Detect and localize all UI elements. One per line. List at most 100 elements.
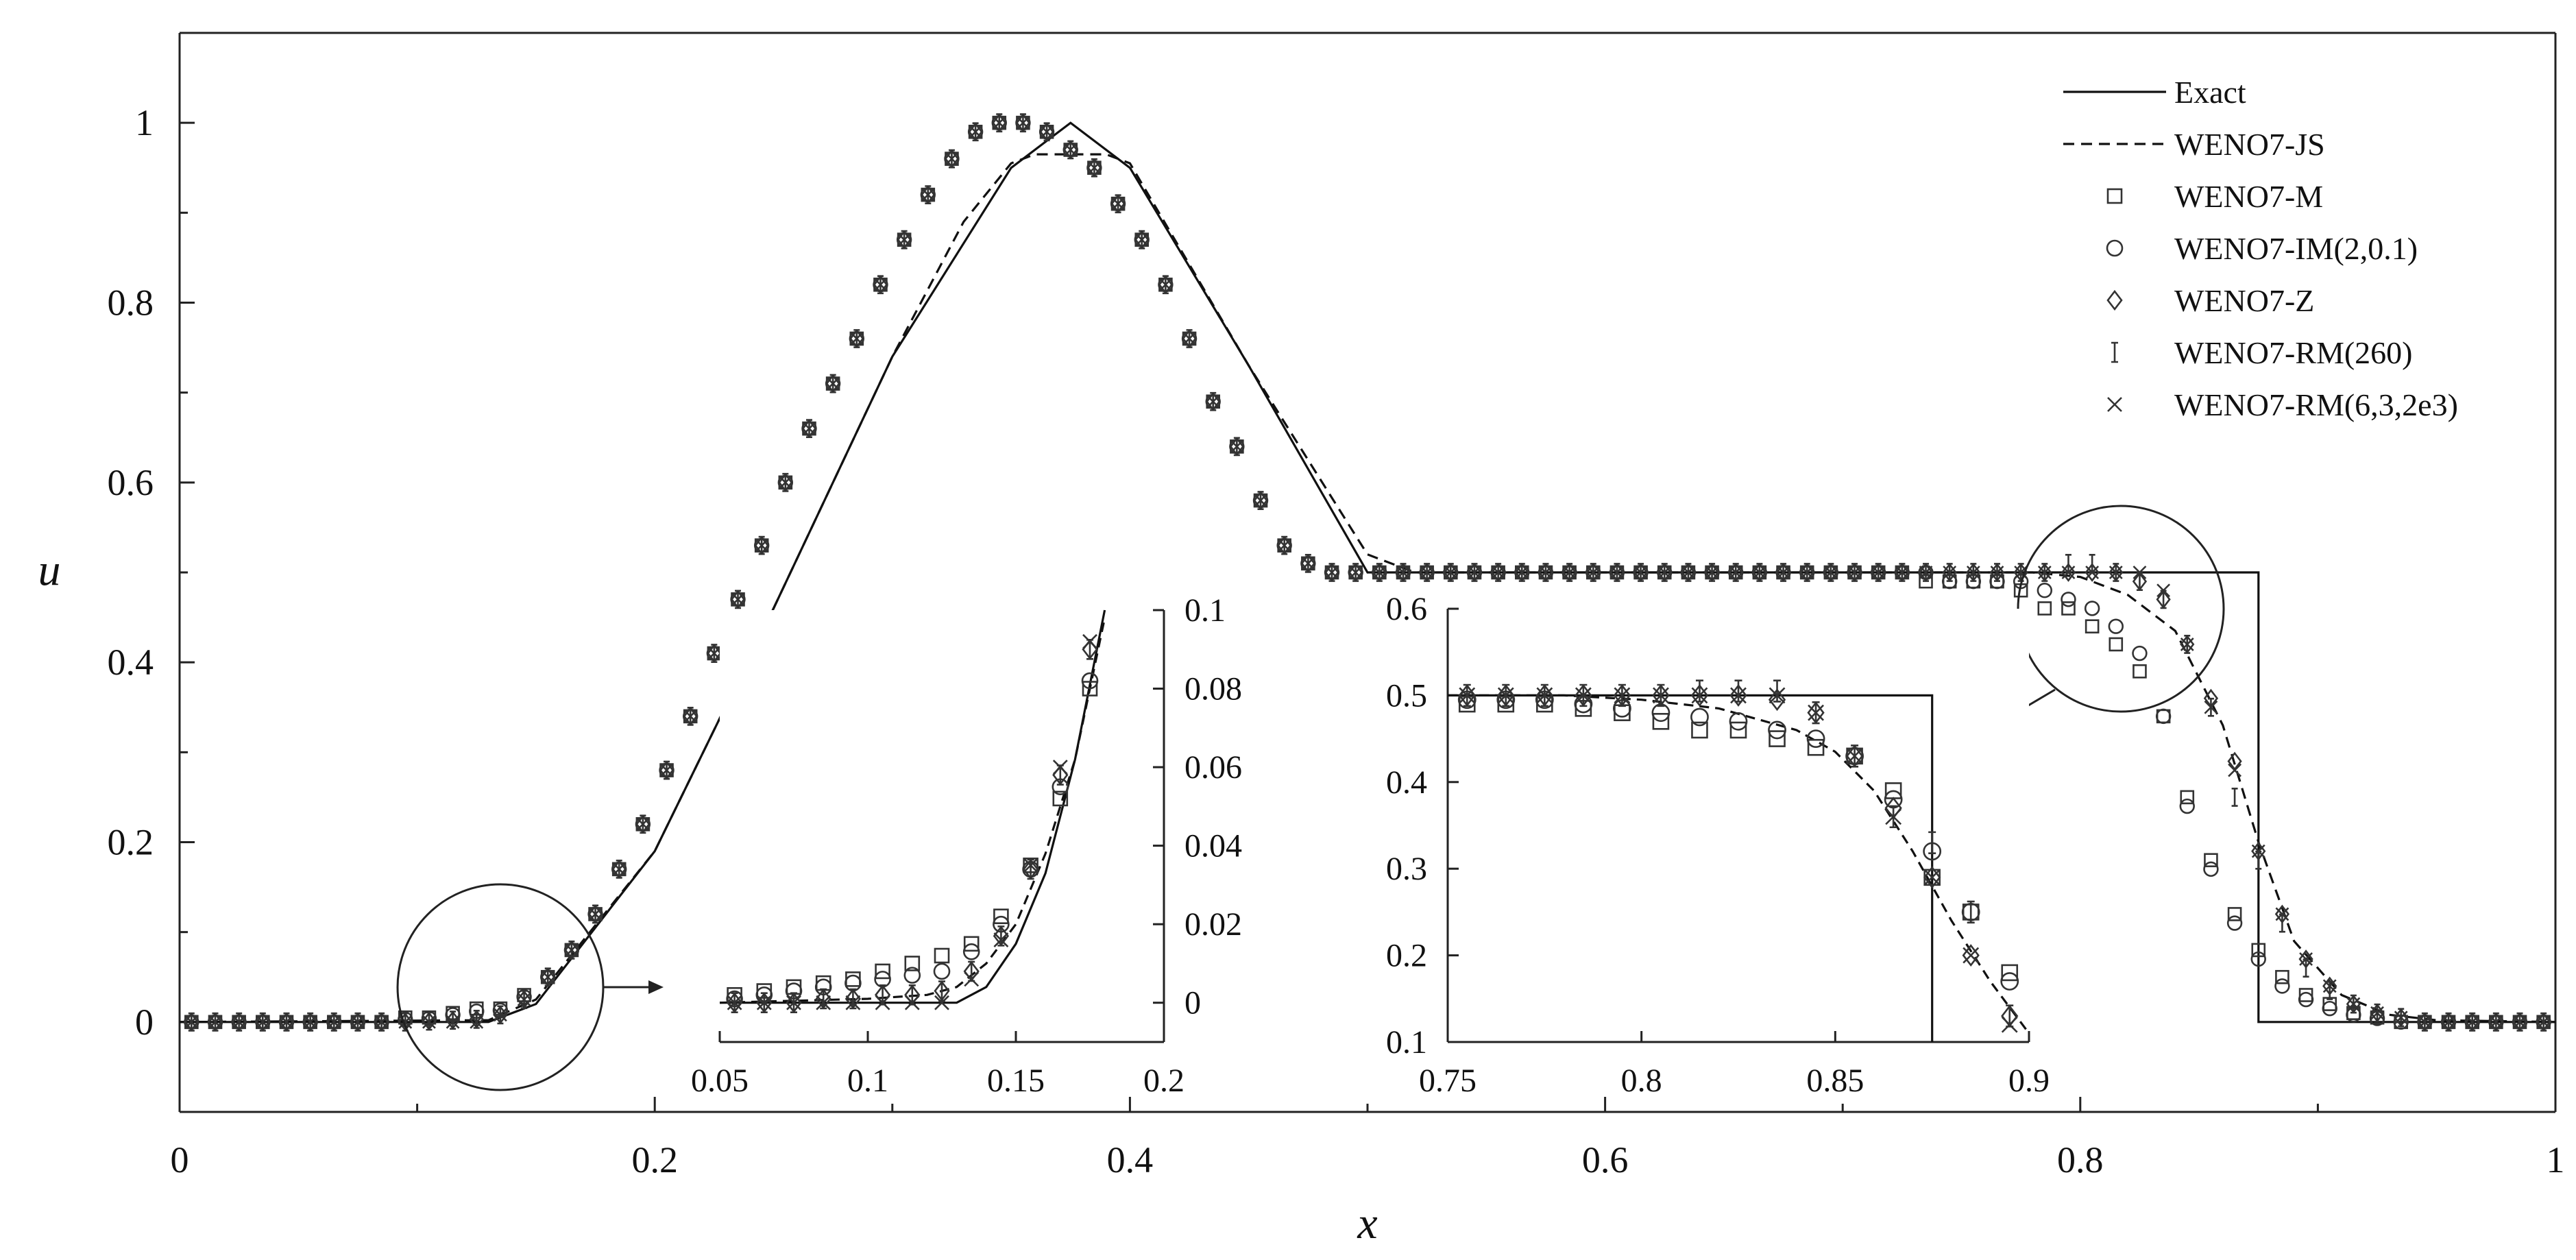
inset-left-square-point	[1052, 790, 1069, 807]
main-cross-point	[778, 475, 792, 489]
main-cross-point	[2156, 583, 2171, 598]
zoom-arrow-left-head	[648, 980, 664, 994]
main-cross-point	[1610, 566, 1624, 579]
inset-right-series-cross	[1459, 687, 2018, 1033]
main-cross-point	[2228, 763, 2242, 777]
legend-label: WENO7-JS	[2174, 127, 2325, 162]
main-cross-point	[1657, 566, 1672, 579]
main-cross-point	[1420, 566, 1434, 579]
y-axis-label: u	[38, 545, 61, 595]
main-cross-point	[2394, 1010, 2408, 1025]
legend-circle-swatch	[2106, 239, 2124, 257]
inset-right-cross-point	[1691, 687, 1708, 704]
inset-left-square-point	[904, 956, 921, 971]
main-series-cross	[184, 116, 2551, 1029]
main-cross-point	[303, 1015, 317, 1029]
inset-right-circle-point	[1729, 712, 1748, 731]
legend-label: Exact	[2174, 75, 2246, 110]
main-plot: 0 0.2 0.4 0.6 0.8 1 0 0.2 0.4 0.6 0.8 1 x u	[38, 32, 2565, 1248]
inset-right-plus-point	[1967, 900, 1975, 924]
inset-right-circle-point	[1806, 729, 1825, 749]
legend-label: WENO7-RM(260)	[2174, 335, 2413, 370]
main-cross-point	[1990, 566, 2004, 579]
main-cross-point	[992, 116, 1006, 130]
inset-left-circle-point	[933, 962, 951, 980]
main-cross-point	[327, 1015, 341, 1029]
inset-right-y-tick-label: 0.5	[1386, 677, 1427, 714]
main-cross-point	[2536, 1015, 2551, 1029]
inset-left-square-point	[1082, 681, 1098, 696]
main-cross-point	[612, 862, 627, 876]
x-tick-label: 0.8	[2057, 1139, 2104, 1180]
main-diamond-point	[2061, 563, 2076, 582]
inset-right-y-tick-label: 0.3	[1386, 851, 1427, 887]
x-axis-label: x	[1357, 1198, 1377, 1248]
inset-right-cross-point	[1963, 947, 1980, 964]
main-cross-point	[1301, 556, 1315, 570]
inset-right-square-point	[1691, 721, 1708, 739]
main-cross-point	[1325, 566, 1339, 579]
inset-right-background	[1448, 609, 2029, 1042]
inset-left-square-point	[934, 947, 950, 964]
main-cross-point	[1491, 566, 1505, 579]
inset-right-cross-point	[1808, 704, 1824, 721]
legend-square-swatch	[2106, 188, 2123, 204]
main-cross-point	[446, 1015, 460, 1029]
main-cross-point	[2180, 638, 2194, 651]
legend-plus-swatch	[2111, 341, 2118, 363]
main-circle-point	[2203, 861, 2219, 877]
inset-right-x-tick-label: 0.75	[1419, 1063, 1477, 1099]
legend-label: WENO7-M	[2174, 179, 2323, 214]
main-diamond-point	[2085, 563, 2100, 582]
main-cross-point	[1111, 197, 1125, 211]
main-cross-point	[1539, 566, 1553, 579]
inset-right-weno7-js-line	[1448, 694, 2030, 1034]
main-plus-point	[2231, 788, 2238, 807]
inset-left-weno7-js-line	[719, 618, 1106, 1004]
inset-right-diamond-point	[1690, 683, 1709, 707]
inset-right-cross-point	[1769, 687, 1786, 704]
main-cross-point	[897, 232, 912, 247]
main-cross-point	[256, 1015, 270, 1029]
main-square-point	[2180, 790, 2195, 805]
legend-label: WENO7-Z	[2174, 283, 2314, 318]
main-square-point	[2251, 943, 2266, 958]
main-cross-point	[1372, 566, 1387, 579]
main-square-point	[2085, 619, 2100, 634]
main-cross-point	[541, 970, 555, 984]
main-cross-point	[422, 1015, 436, 1029]
main-cross-point	[1230, 439, 1244, 454]
main-cross-point	[2442, 1015, 2455, 1029]
inset-right-cross-point	[1885, 808, 1902, 825]
inset-right-cross-point	[1730, 687, 1747, 704]
main-plus-point	[450, 1010, 457, 1030]
inset-left-cross-point	[934, 995, 949, 1010]
zoom-circle-left	[396, 883, 605, 1091]
inset-right-y-tick-label: 0.1	[1386, 1024, 1427, 1061]
legend-label: WENO7-RM(6,3,2e3)	[2174, 387, 2458, 422]
x-tick-label: 0.6	[1582, 1139, 1629, 1180]
inset-right-diamond-point	[1768, 688, 1786, 712]
inset-right-y-tick-label: 0.2	[1386, 938, 1427, 974]
x-tick-label: 0	[171, 1139, 189, 1180]
legend-diamond-swatch	[2106, 289, 2123, 311]
inset-left-cross-point	[904, 995, 920, 1010]
main-cross-point	[2418, 1015, 2432, 1029]
main-cross-point	[1705, 566, 1719, 579]
main-cross-point	[2465, 1015, 2479, 1029]
main-plus-point	[2326, 981, 2333, 1000]
main-cross-point	[945, 152, 959, 166]
main-cross-point	[683, 709, 698, 723]
main-cross-point	[2370, 1006, 2384, 1020]
inset-right-square-point	[1769, 730, 1786, 747]
main-cross-point	[802, 422, 816, 436]
main-cross-point	[2204, 700, 2218, 714]
main-cross-point	[2109, 566, 2123, 579]
main-circle-point	[2322, 1000, 2337, 1017]
y-tick-label: 0.4	[108, 642, 154, 683]
main-cross-point	[2014, 566, 2028, 579]
main-circle-point	[2084, 601, 2100, 616]
inset-left-y-tick-label: 0.04	[1184, 828, 1242, 864]
inset-right-square-point	[1652, 713, 1670, 730]
inset-right-cross-point	[1536, 687, 1553, 704]
